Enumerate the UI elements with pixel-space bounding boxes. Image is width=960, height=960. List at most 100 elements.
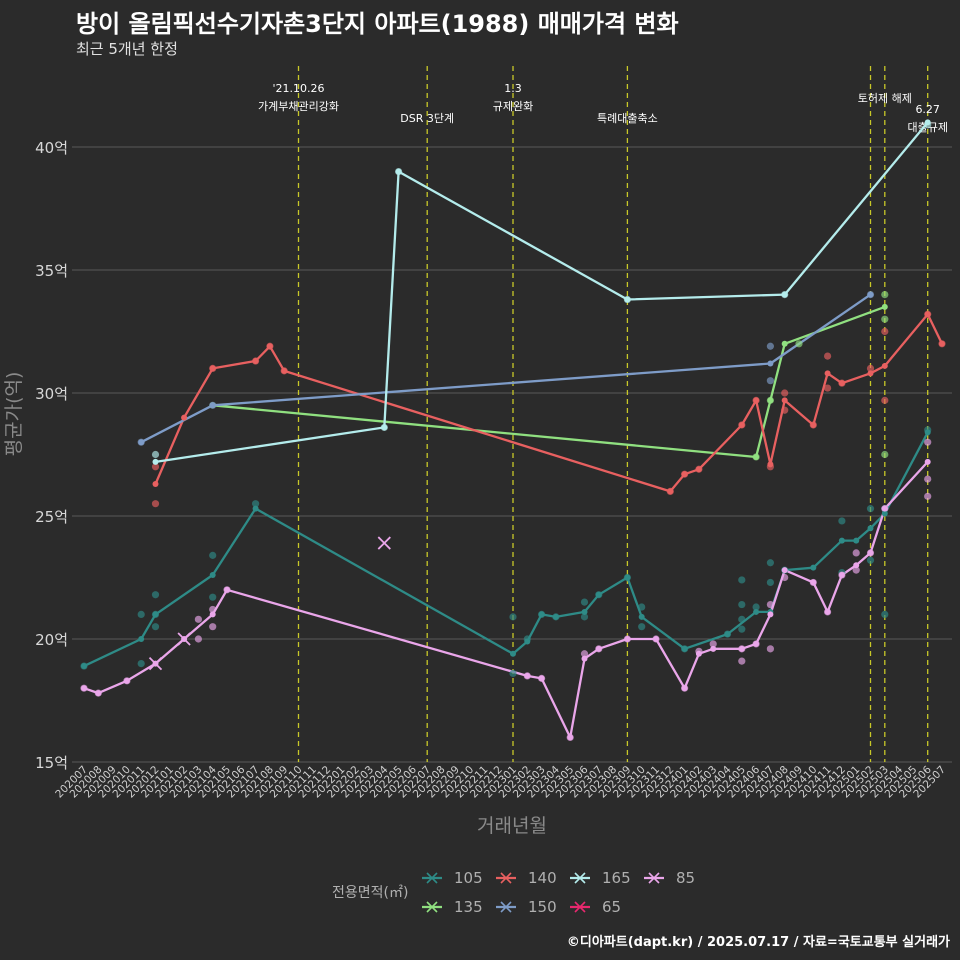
series-point-105 — [867, 525, 874, 532]
scatter-point — [738, 657, 746, 665]
series-point-105 — [81, 663, 87, 670]
series-point-140 — [838, 380, 845, 387]
series-point-85 — [595, 645, 602, 652]
event-label: '21.10.26 — [272, 82, 324, 95]
series-point-105 — [924, 429, 931, 436]
series-point-140 — [152, 481, 159, 488]
series-point-150 — [138, 439, 145, 446]
series-point-140 — [738, 421, 745, 428]
series-point-165 — [924, 119, 931, 126]
cancelled-marker — [377, 536, 391, 550]
series-point-85 — [81, 685, 87, 692]
scatter-point — [866, 505, 875, 513]
scatter-point — [752, 603, 760, 611]
scatter-point — [924, 438, 932, 446]
series-point-140 — [867, 370, 874, 377]
x-axis-title: 거래년월 — [477, 815, 547, 837]
series-point-105 — [538, 611, 545, 618]
scatter-point — [924, 475, 932, 483]
legend: 전용면적(㎡) 105 135 140 150 165 65 85 — [332, 869, 695, 916]
series-point-85 — [738, 645, 745, 652]
series-point-150 — [867, 291, 874, 298]
series-point-105 — [724, 631, 731, 638]
series-point-165 — [381, 424, 388, 431]
series-point-85 — [924, 458, 931, 465]
series-point-85 — [123, 677, 130, 684]
legend-title: 전용면적(㎡) — [332, 885, 408, 901]
event-label: 1.3 — [504, 82, 522, 95]
legend-label: 165 — [602, 869, 631, 887]
grid-layer — [72, 146, 952, 763]
scatter-point — [194, 635, 202, 643]
series-point-105 — [552, 613, 559, 620]
series-point-85 — [695, 650, 702, 657]
scatter-point — [881, 291, 889, 299]
scatter-point — [209, 593, 217, 601]
series-point-85 — [624, 636, 631, 642]
series-point-105 — [152, 611, 159, 618]
scatter-point — [194, 615, 202, 623]
series-point-105 — [510, 650, 516, 657]
series-point-105 — [881, 510, 888, 517]
scatter-point — [781, 389, 789, 397]
series-point-105 — [638, 613, 645, 620]
legend-label: 135 — [454, 898, 483, 916]
series-line-135 — [212, 305, 886, 459]
scatter-point — [881, 315, 889, 323]
y-tick-label: 35억 — [35, 262, 68, 280]
scatter-point — [766, 377, 775, 385]
scatter-point — [881, 450, 889, 459]
scatter-point — [209, 623, 217, 631]
scatter-point — [766, 559, 775, 567]
series-point-85 — [224, 586, 230, 593]
series-point-140 — [924, 311, 931, 318]
scatter-point — [151, 450, 160, 459]
series-point-85 — [524, 672, 531, 679]
point-layer — [80, 119, 946, 742]
cancelled-marker — [148, 656, 163, 671]
cancelled-marker — [177, 632, 191, 646]
axis-layer: 15억20억25억30억35억40억2020072020082020092020… — [3, 139, 948, 837]
y-tick-label: 20억 — [35, 631, 68, 649]
scatter-point — [881, 610, 889, 619]
scatter-point — [766, 600, 775, 609]
legend-label: 85 — [676, 869, 695, 887]
scatter-point — [766, 342, 775, 350]
series-point-85 — [781, 567, 788, 574]
series-point-140 — [681, 471, 688, 478]
series-point-85 — [538, 675, 545, 682]
scatter-point — [509, 613, 517, 621]
scatter-point — [838, 517, 846, 525]
series-point-85 — [681, 685, 688, 692]
series-point-85 — [838, 572, 845, 579]
series-point-105 — [581, 608, 588, 615]
series-point-85 — [881, 505, 888, 512]
legend-swatch-marker — [574, 901, 586, 913]
scatter-point — [209, 605, 217, 614]
legend-label: 140 — [528, 869, 557, 887]
series-point-135 — [881, 303, 888, 310]
legend-label: 105 — [454, 869, 483, 887]
series-line-165 — [155, 121, 929, 464]
series-point-140 — [824, 370, 831, 377]
series-point-150 — [767, 360, 774, 367]
series-point-105 — [838, 537, 845, 544]
legend-swatch-marker — [500, 901, 512, 913]
event-label: DSR 3단계 — [400, 112, 454, 125]
scatter-point — [852, 566, 860, 574]
series-point-85 — [867, 549, 874, 556]
series-point-140 — [667, 488, 674, 495]
series-point-140 — [266, 343, 273, 350]
source-caption: ©디아파트(dapt.kr) / 2025.07.17 / 자료=국토교통부 실… — [566, 935, 950, 950]
scatter-point — [638, 623, 646, 631]
series-line-85 — [83, 461, 929, 739]
y-tick-label: 40억 — [35, 139, 68, 157]
scatter-point — [738, 576, 746, 584]
series-point-85 — [209, 611, 216, 618]
series-point-85 — [581, 655, 588, 662]
scatter-point — [580, 613, 589, 621]
scatter-point — [151, 591, 160, 599]
scatter-point — [824, 352, 832, 360]
event-label: 토허제 해제 — [858, 91, 912, 105]
